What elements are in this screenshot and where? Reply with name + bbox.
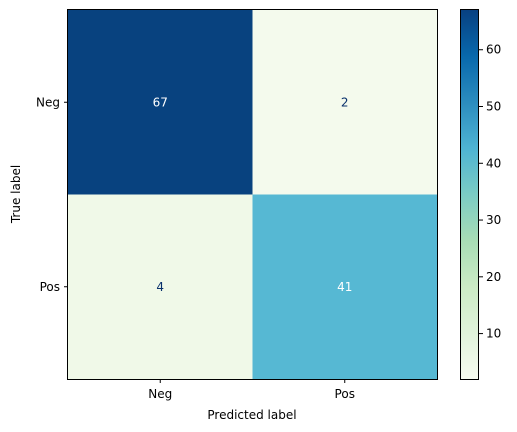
y-axis-label: True label [9,165,23,224]
y-tick-label: Neg [36,95,60,109]
y-tick-label: Pos [40,280,60,294]
colorbar-tick-label: 20 [486,270,501,284]
colorbar-tick-label: 50 [486,100,501,114]
cell-value-label: 2 [341,95,349,109]
cell-value-labels: 67 2 4 41 [153,95,353,294]
heatmap-cell-pos-pos [252,194,437,379]
cell-value-label: 67 [153,95,168,109]
x-tick-label: Neg [148,387,172,401]
colorbar [460,9,479,380]
x-axis-label: Predicted label [207,408,296,422]
colorbar-ticks: 10 20 30 40 50 60 [479,43,501,341]
heatmap-cells [68,10,437,379]
colorbar-tick-label: 10 [486,327,501,341]
colorbar-tick-label: 30 [486,213,501,227]
colorbar-tick-label: 40 [486,156,501,170]
x-axis-ticks: Neg Pos [148,379,355,401]
heatmap-cell-neg-pos [252,10,437,195]
heatmap-cell-pos-neg [68,194,253,379]
colorbar-tick-label: 60 [486,43,501,57]
y-axis-ticks: Neg Pos [36,95,68,294]
cell-value-label: 41 [337,280,352,294]
heatmap-cell-neg-neg [68,10,253,195]
plot-frame [67,9,438,380]
cell-value-label: 4 [156,280,164,294]
x-tick-label: Pos [335,387,355,401]
